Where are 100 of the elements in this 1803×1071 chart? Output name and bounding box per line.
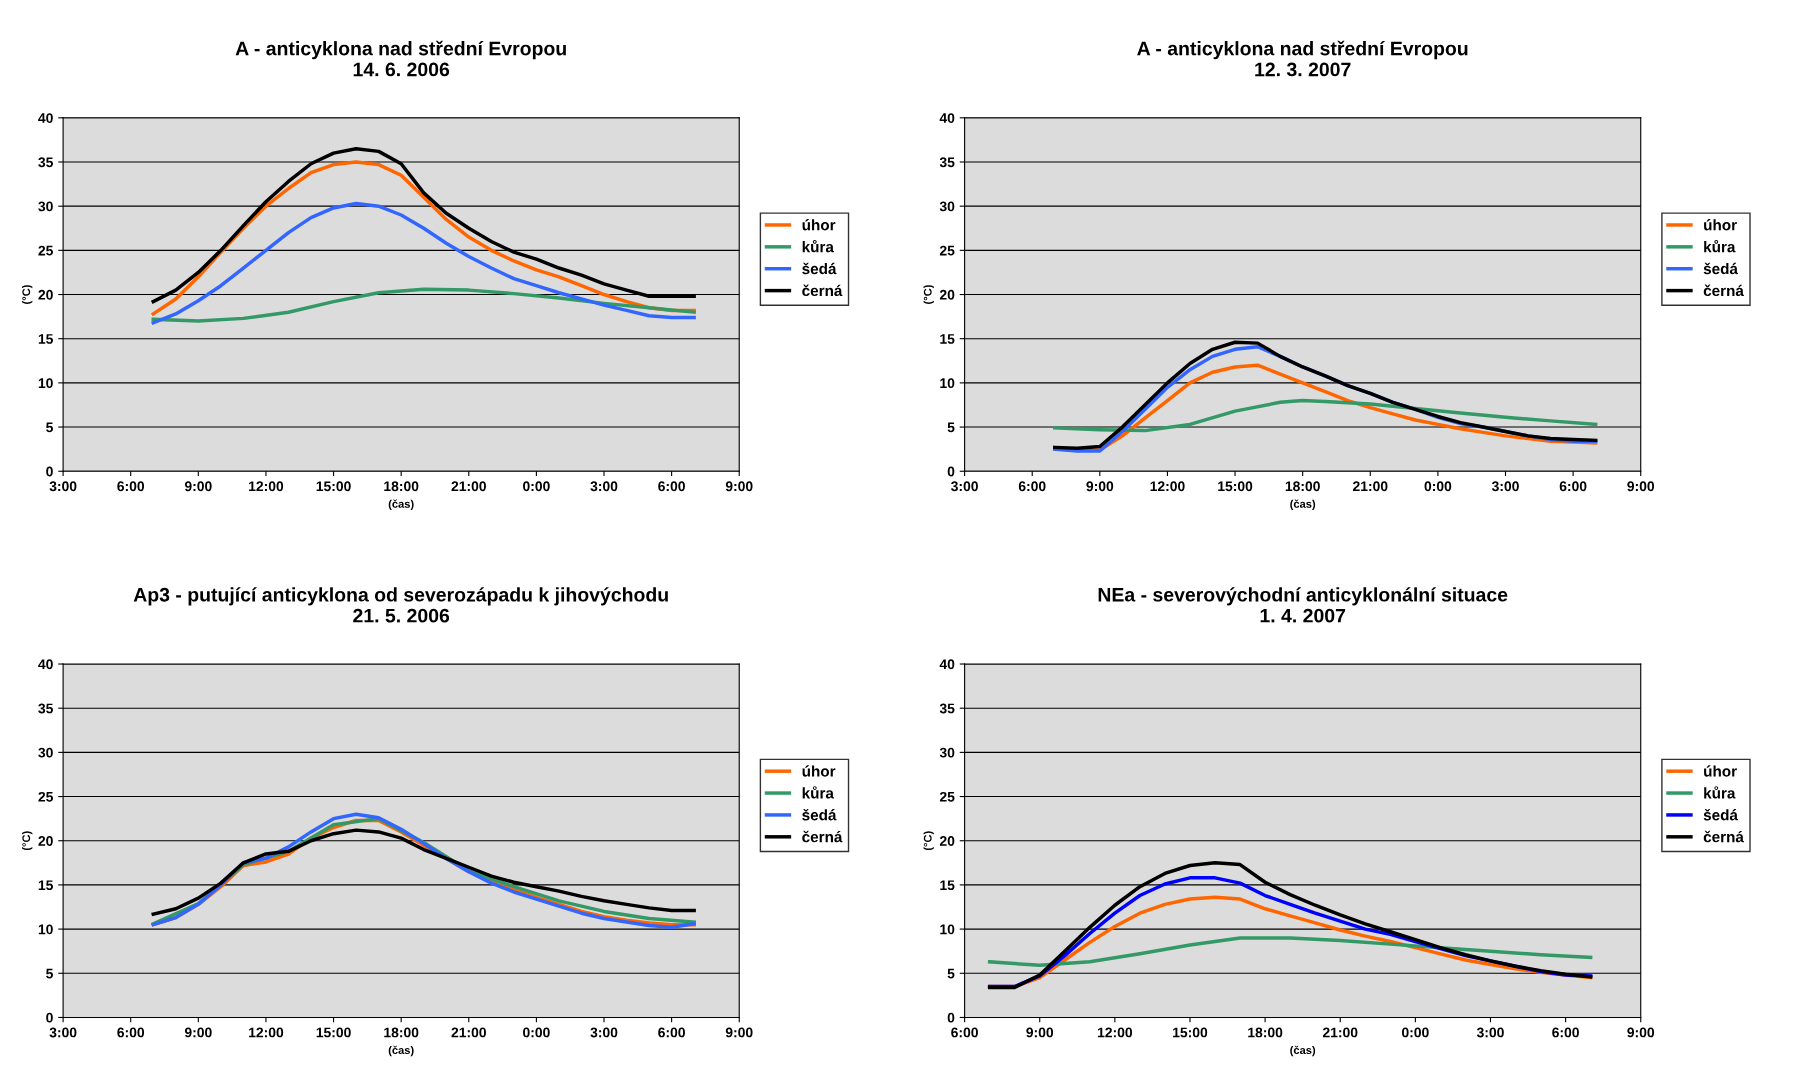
y-tick-label: 15 [38, 334, 53, 344]
y-tick-label: 0 [947, 466, 955, 477]
legend-label: černá [802, 830, 843, 843]
x-tick-label: 15:00 [1218, 481, 1253, 492]
y-axis-title: (°C) [923, 285, 934, 304]
y-tick-label: 0 [46, 1012, 53, 1023]
legend-label: kůra [802, 239, 835, 253]
legend-label: šedá [1703, 808, 1738, 821]
y-tick-label: 35 [939, 157, 955, 168]
x-tick-label: 9:00 [1086, 481, 1114, 492]
y-tick-label: 40 [38, 659, 53, 670]
x-tick-label: 12:00 [1150, 481, 1185, 492]
x-tick-label: 6:00 [1018, 481, 1046, 492]
x-tick-label: 15:00 [1173, 1027, 1208, 1038]
x-tick-label: 9:00 [184, 481, 212, 492]
x-tick-label: 6:00 [1559, 481, 1587, 492]
legend-label: černá [1703, 284, 1744, 297]
y-tick-label: 25 [939, 791, 955, 802]
x-tick-label: 6:00 [117, 1027, 145, 1038]
x-tick-label: 0:00 [1402, 1027, 1429, 1038]
x-tick-label: 9:00 [1627, 1027, 1655, 1038]
y-tick-label: 10 [38, 924, 53, 935]
x-tick-label: 3:00 [590, 481, 618, 492]
y-tick-label: 20 [939, 836, 955, 846]
y-tick-label: 35 [38, 703, 53, 714]
x-axis-title: (čas) [388, 499, 414, 511]
x-tick-label: 3:00 [590, 1027, 618, 1038]
y-tick-label: 30 [939, 201, 955, 212]
y-tick-label: 40 [939, 659, 955, 670]
x-tick-label: 3:00 [951, 481, 978, 492]
y-tick-label: 0 [947, 1012, 955, 1023]
y-tick-label: 15 [940, 334, 955, 344]
x-axis-title: (čas) [1290, 499, 1316, 511]
x-tick-label: 21:00 [451, 1027, 486, 1038]
legend-label: úhor [802, 765, 836, 777]
y-tick-label: 20 [38, 836, 53, 846]
legend-label: šedá [802, 262, 837, 275]
chart-subtitle: 21. 5. 2006 [353, 608, 450, 623]
y-axis-title: (°C) [22, 285, 33, 304]
x-tick-label: 15:00 [316, 481, 351, 492]
x-tick-label: 9:00 [184, 1027, 212, 1038]
y-tick-label: 40 [38, 113, 53, 123]
x-tick-label: 18:00 [1248, 1027, 1283, 1038]
legend-label: kůra [1704, 239, 1736, 253]
y-tick-label: 30 [38, 747, 53, 758]
legend-label: šedá [1703, 262, 1738, 275]
x-tick-label: 21:00 [1353, 481, 1388, 492]
y-tick-label: 25 [939, 245, 955, 256]
y-axis-title: (°C) [923, 831, 934, 851]
chart-title: NEa - severovýchodní anticyklonální situace [1098, 587, 1508, 606]
legend-label: kůra [802, 786, 835, 799]
x-tick-label: 18:00 [384, 1027, 419, 1038]
chart-subtitle: 1. 4. 2007 [1260, 608, 1346, 623]
x-tick-label: 3:00 [1476, 1027, 1504, 1038]
x-tick-label: 12:00 [249, 481, 284, 492]
legend-label: úhor [1704, 219, 1737, 231]
x-tick-label: 21:00 [451, 481, 486, 492]
legend-label: úhor [1704, 765, 1737, 777]
y-tick-label: 15 [38, 880, 53, 891]
y-tick-label: 20 [939, 289, 955, 300]
legend-label: úhor [802, 219, 836, 231]
legend-label: černá [1703, 830, 1744, 843]
x-tick-label: 6:00 [951, 1027, 978, 1038]
x-tick-label: 9:00 [1627, 481, 1655, 492]
x-tick-label: 15:00 [316, 1027, 351, 1038]
x-tick-label: 0:00 [1424, 481, 1452, 492]
x-tick-label: 9:00 [725, 1027, 753, 1038]
x-tick-label: 12:00 [1097, 1027, 1133, 1038]
x-tick-label: 6:00 [117, 481, 145, 492]
chart-title: A - anticyklona nad střední Evropou [1137, 40, 1468, 60]
x-tick-label: 18:00 [1285, 481, 1320, 492]
y-tick-label: 35 [939, 703, 955, 714]
chart-subtitle: 12. 3. 2007 [1255, 62, 1351, 77]
x-tick-label: 9:00 [725, 481, 753, 492]
x-tick-label: 6:00 [658, 1027, 685, 1038]
x-tick-label: 6:00 [658, 481, 685, 492]
y-tick-label: 35 [38, 157, 53, 168]
y-tick-label: 10 [940, 924, 955, 935]
y-tick-label: 5 [947, 422, 955, 433]
y-tick-label: 15 [940, 880, 955, 891]
x-tick-label: 3:00 [1491, 481, 1519, 492]
y-tick-label: 0 [46, 466, 53, 477]
y-axis-title: (°C) [22, 831, 33, 851]
x-tick-label: 3:00 [49, 481, 77, 492]
legend-label: šedá [802, 808, 837, 821]
x-tick-label: 6:00 [1552, 1027, 1579, 1038]
x-axis-title: (čas) [1290, 1045, 1316, 1057]
chart-title: A - anticyklona nad střední Evropou [235, 40, 566, 60]
x-tick-label: 21:00 [1322, 1027, 1358, 1038]
y-tick-label: 30 [939, 747, 955, 758]
y-tick-label: 10 [38, 378, 53, 389]
x-tick-label: 0:00 [523, 481, 550, 492]
y-tick-label: 5 [46, 422, 53, 433]
chart-title: Ap3 - putující anticyklona od severozápadu k jihovýchodu [133, 587, 668, 606]
legend-label: černá [802, 284, 843, 297]
y-tick-label: 20 [38, 289, 53, 300]
x-tick-label: 9:00 [1026, 1027, 1054, 1038]
y-tick-label: 5 [947, 968, 955, 979]
y-tick-label: 10 [940, 378, 955, 389]
x-axis-title: (čas) [388, 1045, 414, 1057]
